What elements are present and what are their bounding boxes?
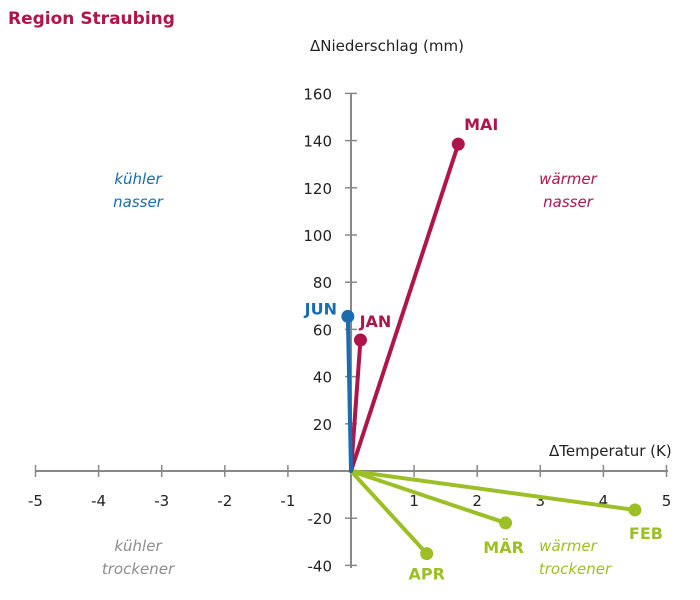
y-tick-label: 100 xyxy=(303,227,332,245)
chart-title: Region Straubing xyxy=(8,9,175,29)
y-tick-label: 60 xyxy=(313,321,332,339)
y-tick-label: 20 xyxy=(313,416,332,434)
y-tick-label: -40 xyxy=(308,557,333,575)
vector-label-mai: MAI xyxy=(464,115,498,134)
vector-point-mai xyxy=(451,137,465,151)
vector-point-jan xyxy=(353,333,367,347)
vector-line-mai xyxy=(349,142,461,473)
quadrant-bottom-left-line1: kühler xyxy=(114,537,162,555)
x-tick-label: -5 xyxy=(28,492,43,510)
x-tick-label: 2 xyxy=(472,492,482,510)
vector-label-apr: APR xyxy=(409,565,445,584)
quadrant-labels: kühler nasser wärmer nasser kühler trock… xyxy=(102,170,612,578)
x-tick-label: 1 xyxy=(409,492,419,510)
tick-marks xyxy=(34,92,668,567)
x-tick-label: -4 xyxy=(91,492,106,510)
vector-point-apr xyxy=(420,547,434,561)
y-tick-label: 160 xyxy=(303,85,332,103)
quadrant-top-right-line2: nasser xyxy=(543,193,594,211)
vector-line-apr xyxy=(349,469,429,556)
y-tick-label: 80 xyxy=(313,274,332,292)
vector-point-jun xyxy=(341,309,355,323)
quadrant-bottom-right-line1: wärmer xyxy=(539,537,597,555)
data-vectors xyxy=(341,137,642,561)
x-tick-label: 4 xyxy=(599,492,609,510)
vector-label-feb: FEB xyxy=(629,524,663,543)
quadrant-bottom-right-line2: trockener xyxy=(539,560,612,578)
quadrant-top-left-line2: nasser xyxy=(113,193,164,211)
x-tick-label: 5 xyxy=(662,492,672,510)
vector-line-maer xyxy=(349,469,508,525)
quadrant-bottom-left-line2: trockener xyxy=(102,560,175,578)
y-tick-label: 140 xyxy=(303,133,332,151)
x-tick-label: -3 xyxy=(154,492,169,510)
y-tick-label: 40 xyxy=(313,369,332,387)
vector-label-jun: JUN xyxy=(304,299,337,318)
vector-point-feb xyxy=(628,503,642,517)
x-tick-label: -1 xyxy=(280,492,295,510)
vector-point-maer xyxy=(499,516,513,530)
axes xyxy=(35,93,668,568)
x-tick-label: 3 xyxy=(536,492,546,510)
x-axis-title: ΔTemperatur (K) xyxy=(549,442,672,460)
quadrant-top-left-line1: kühler xyxy=(114,170,162,188)
vector-line-feb xyxy=(349,469,637,512)
y-tick-label: -20 xyxy=(308,510,333,528)
vector-label-jan: JAN xyxy=(359,312,392,331)
y-tick-label: 120 xyxy=(303,180,332,198)
quadrant-top-right-line1: wärmer xyxy=(539,170,597,188)
x-tick-label: -2 xyxy=(217,492,232,510)
vector-line-jun xyxy=(345,314,353,473)
y-axis-title: ΔNiederschlag (mm) xyxy=(310,37,464,55)
vector-line-jan xyxy=(349,338,363,473)
vector-label-maer: MÄR xyxy=(483,538,524,557)
tick-labels: -5 -4 -3 -2 -1 1 2 3 4 5 -40 -20 20 40 60 80 100 120 140 16… xyxy=(28,85,671,575)
data-labels: JAN FEB MÄR APR MAI JUN xyxy=(304,115,663,583)
